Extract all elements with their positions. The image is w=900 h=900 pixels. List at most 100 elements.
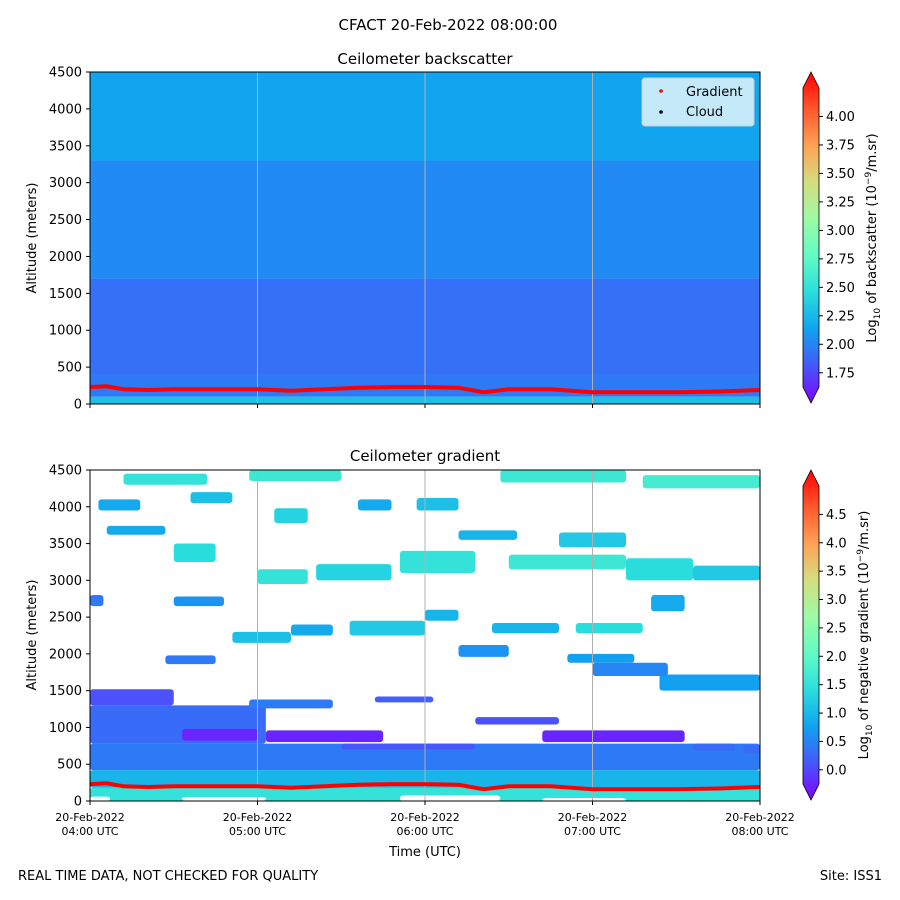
colorbar-tick-label: 2.0 [826, 650, 847, 665]
y-tick-label: 0 [74, 398, 82, 413]
gradient-cell-patch [626, 558, 693, 581]
y-tick-label: 0 [74, 795, 82, 810]
colorbar-tick-label: 3.5 [826, 565, 847, 580]
colorbar-tick-label: 3.75 [826, 138, 855, 153]
y-tick-label: 500 [57, 758, 82, 773]
gradient-cell-patch [651, 595, 685, 612]
y-tick-label: 2000 [49, 250, 82, 265]
gradient-cell-patch [106, 525, 166, 535]
y-tick-label: 4000 [49, 102, 82, 117]
backscatter-colorbar: 1.75 2.00 2.25 2.50 2.75 3.00 3.25 3.50 3.75 4.00… [802, 71, 883, 404]
y-tick-label: 1500 [49, 287, 82, 302]
gradient-no-data-gap [182, 796, 266, 801]
x-tick-label-time: 05:00 UTC [229, 825, 286, 838]
legend-label-gradient: Gradient [686, 85, 743, 100]
colorbar-tick-label: 2.5 [826, 621, 847, 636]
gradient-cell-patch [249, 699, 333, 709]
x-tick-label-date: 20-Feb-2022 [55, 811, 124, 824]
gradient-xlabel: Time (UTC) [388, 845, 461, 860]
gradient-cell-patch [693, 565, 760, 581]
gradient-cell-patch [90, 689, 174, 706]
y-tick-label: 3500 [49, 537, 82, 552]
backscatter-colorbar-ticks: 1.75 2.00 2.25 2.50 2.75 3.00 3.25 3.50 3.75 4.00 [819, 110, 855, 381]
colorbar-tick-label: 4.5 [826, 508, 847, 523]
gradient-cell-patch [575, 622, 643, 634]
y-tick-label: 500 [57, 361, 82, 376]
x-tick-label-time: 06:00 UTC [396, 825, 453, 838]
x-tick-label-date: 20-Feb-2022 [223, 811, 292, 824]
gradient-gridlines [257, 470, 593, 801]
gradient-cell-patch [416, 497, 459, 511]
gradient-colorbar-label: Log10 of negative gradient (10−9/m.sr) [856, 511, 875, 760]
x-tick-label-time: 07:00 UTC [564, 825, 621, 838]
legend-box [641, 77, 755, 127]
colorbar-tick-label: 2.00 [826, 338, 855, 353]
backscatter-colorbar-bar [802, 71, 820, 404]
y-tick-label: 1500 [49, 684, 82, 699]
y-tick-label: 2000 [49, 647, 82, 662]
legend-label-cloud: Cloud [686, 105, 723, 120]
panel-backscatter: Ceilometer backscatter 0 500 1000 1500 2000 2… [25, 50, 883, 413]
backscatter-y-ticks: 0 500 1000 1500 2000 2500 3000 3500 4000 4500 [49, 66, 90, 413]
backscatter-gradient-line [89, 384, 761, 395]
gradient-cell-patch [349, 620, 425, 636]
gradient-cell-patch [90, 595, 104, 607]
x-tick-label-time: 04:00 UTC [61, 825, 118, 838]
gradient-cell-patch [173, 596, 224, 607]
gradient-cell-patch [291, 624, 333, 636]
gradient-cell-patch [123, 473, 208, 485]
gradient-y-ticks: 0 500 1000 1500 2000 2500 3000 3500 4000 4500 [49, 464, 90, 810]
gradient-cell-patch [358, 499, 392, 511]
colorbar-tick-label: 4.0 [826, 536, 847, 551]
x-tick-label-date: 20-Feb-2022 [558, 811, 627, 824]
y-tick-label: 2500 [49, 213, 82, 228]
x-tick-label-date: 20-Feb-2022 [390, 811, 459, 824]
y-tick-label: 1000 [49, 721, 82, 736]
y-tick-label: 4000 [49, 500, 82, 515]
colorbar-tick-label: 4.00 [826, 110, 855, 125]
colorbar-tick-label: 3.50 [826, 167, 855, 182]
gradient-cell-patch [592, 662, 668, 676]
colorbar-tick-label: 1.75 [826, 366, 855, 381]
gradient-no-data-gap [542, 798, 626, 801]
gradient-cell-patch [475, 717, 559, 725]
gradient-cell-patch [743, 745, 760, 754]
colorbar-tick-label: 1.0 [826, 707, 847, 722]
figure-title: CFACT 20-Feb-2022 08:00:00 [339, 16, 558, 34]
y-tick-label: 4500 [49, 464, 82, 479]
x-tick-label-date: 20-Feb-2022 [725, 811, 794, 824]
gradient-cell-patch [500, 470, 626, 483]
backscatter-x-ticks [89, 404, 761, 408]
legend-marker-cloud [659, 110, 663, 114]
gradient-cell-patch [249, 470, 342, 482]
y-tick-label: 3000 [49, 574, 82, 589]
colorbar-tick-label: 3.0 [826, 593, 847, 608]
gradient-cell-patch [274, 508, 308, 523]
y-tick-label: 2500 [49, 611, 82, 626]
colorbar-tick-label: 0.0 [826, 763, 847, 778]
x-tick-label-time: 08:00 UTC [731, 825, 788, 838]
gradient-cell-patch [399, 550, 476, 573]
colorbar-tick-label: 3.25 [826, 195, 855, 210]
gradient-cell-patch [542, 730, 685, 743]
legend-marker-gradient [659, 89, 663, 93]
colorbar-tick-label: 2.75 [826, 252, 855, 267]
y-tick-label: 3500 [49, 139, 82, 154]
footer-disclaimer: REAL TIME DATA, NOT CHECKED FOR QUALITY [18, 869, 319, 884]
colorbar-tick-label: 2.50 [826, 281, 855, 296]
gradient-cell-patch [659, 674, 760, 691]
gradient-title: Ceilometer gradient [350, 447, 500, 465]
gradient-cell-patch [165, 655, 216, 665]
y-tick-label: 3000 [49, 176, 82, 191]
gradient-colorbar-ticks: 0.0 0.5 1.0 1.5 2.0 2.5 3.0 3.5 4.0 4.5 [819, 508, 847, 778]
gradient-cell-patch [265, 730, 384, 743]
gradient-gradient-line [89, 781, 761, 792]
gradient-cell-patch [232, 631, 291, 643]
backscatter-title: Ceilometer backscatter [337, 50, 513, 68]
gradient-cell-patch [508, 554, 626, 570]
gradient-cell-patch [374, 696, 434, 703]
gradient-cell-patch [567, 653, 635, 663]
y-tick-label: 4500 [49, 66, 82, 81]
